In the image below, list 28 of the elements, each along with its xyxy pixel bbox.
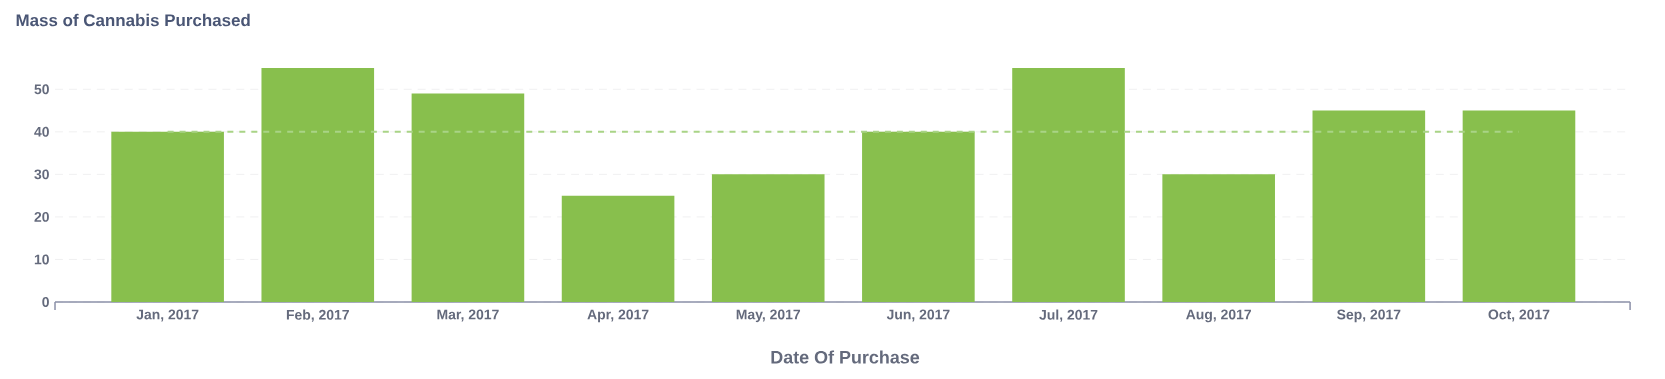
bar: [711, 174, 825, 302]
chart-title: Mass of Cannabis Purchased: [16, 13, 250, 27]
x-tick-label: Jun, 2017: [886, 309, 950, 322]
bar: [561, 195, 675, 302]
bar: [862, 131, 975, 302]
y-tick-label: 40: [34, 126, 49, 137]
y-tick-label: 30: [34, 169, 49, 180]
x-tick-label: Jan, 2017: [136, 309, 199, 322]
y-tick-label: 10: [34, 254, 49, 265]
x-tick-label: Oct, 2017: [1488, 309, 1550, 322]
x-tick-label: Sep, 2017: [1337, 309, 1401, 323]
bar: [411, 93, 525, 302]
bar: [111, 131, 224, 302]
x-axis-title: Date Of Purchase: [771, 350, 920, 364]
x-tick-label: Mar, 2017: [437, 309, 499, 322]
y-tick-label: 50: [34, 84, 49, 95]
bar: [1312, 110, 1426, 302]
y-tick-label: 20: [34, 211, 49, 222]
x-tick-label: Apr, 2017: [587, 309, 649, 323]
bar: [1462, 110, 1576, 302]
x-tick-label: Aug, 2017: [1186, 309, 1251, 323]
x-tick-label: May, 2017: [736, 309, 801, 323]
y-tick-label: 0: [42, 297, 49, 307]
x-tick-label: Feb, 2017: [286, 309, 349, 322]
bar: [1162, 174, 1275, 302]
bar: [261, 68, 375, 302]
x-tick-label: Jul, 2017: [1039, 309, 1098, 322]
bar: [1012, 68, 1125, 302]
